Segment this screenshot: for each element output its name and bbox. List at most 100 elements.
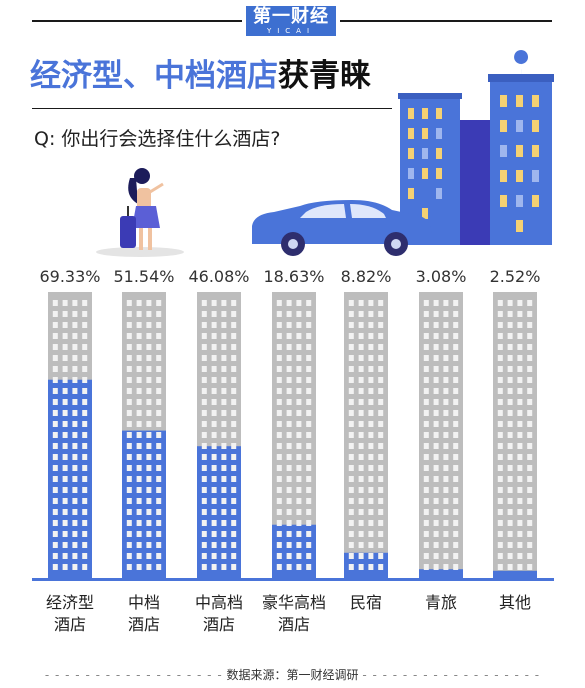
bar-window <box>62 553 68 559</box>
bar-window <box>156 355 162 361</box>
bar-window <box>296 487 302 493</box>
bar-window <box>136 476 142 482</box>
bar-window <box>136 300 142 306</box>
bar-window <box>211 564 217 570</box>
bar-window <box>443 344 449 350</box>
bar-window <box>231 542 237 548</box>
bar-window <box>146 454 152 460</box>
bar-window <box>507 366 513 372</box>
bar-window <box>126 476 132 482</box>
bar-window <box>378 564 384 570</box>
bar-window <box>72 443 78 449</box>
bar-window <box>52 476 58 482</box>
bar-window <box>497 476 503 482</box>
bar-window <box>527 432 533 438</box>
bar-window <box>72 388 78 394</box>
bar-window <box>126 300 132 306</box>
bar-window <box>136 509 142 515</box>
bar-window <box>156 542 162 548</box>
bar-window <box>517 388 523 394</box>
bar-window <box>527 366 533 372</box>
bar-window <box>443 388 449 394</box>
bar-window <box>306 432 312 438</box>
top-rule-left <box>32 20 242 22</box>
bar-window <box>517 300 523 306</box>
bar-window <box>52 553 58 559</box>
bar-window <box>368 311 374 317</box>
bar-window <box>348 553 354 559</box>
bar-window <box>286 487 292 493</box>
bar-window <box>368 443 374 449</box>
bar-window <box>306 443 312 449</box>
bar-window <box>368 421 374 427</box>
yicai-logo: 第一财经 YICAI <box>246 6 336 36</box>
bar-window <box>507 520 513 526</box>
bar-window <box>423 509 429 515</box>
bar-window <box>211 465 217 471</box>
bar-window <box>156 454 162 460</box>
bar-window <box>231 421 237 427</box>
bar-window <box>378 553 384 559</box>
bar <box>419 569 463 578</box>
bar-window <box>348 476 354 482</box>
bar-window <box>348 564 354 570</box>
bar-window <box>443 487 449 493</box>
bar-window <box>348 388 354 394</box>
bar-window <box>358 311 364 317</box>
bar-window <box>497 366 503 372</box>
bar-window <box>368 410 374 416</box>
bar-window <box>82 355 88 361</box>
bar-window <box>72 399 78 405</box>
bar-window <box>306 388 312 394</box>
bar-window <box>82 322 88 328</box>
bar-window <box>231 355 237 361</box>
bar-window <box>231 520 237 526</box>
bar-window <box>62 542 68 548</box>
bar-window <box>62 410 68 416</box>
bar-window <box>296 509 302 515</box>
bar-window <box>72 487 78 493</box>
bar-window <box>517 322 523 328</box>
bar-window <box>507 564 513 570</box>
bar-window <box>306 399 312 405</box>
bar-window <box>453 487 459 493</box>
bar-window <box>52 498 58 504</box>
bar-window <box>453 465 459 471</box>
category-label: 中档 <box>128 593 160 612</box>
bar-window <box>201 399 207 405</box>
bar-window <box>497 509 503 515</box>
bar-window <box>136 454 142 460</box>
bar-window <box>296 542 302 548</box>
bar-window <box>378 355 384 361</box>
bar-window <box>52 509 58 515</box>
bar-window <box>126 311 132 317</box>
bar-window <box>378 322 384 328</box>
bar-window <box>358 421 364 427</box>
bar-window <box>136 520 142 526</box>
bar-window <box>146 443 152 449</box>
bar-window <box>72 311 78 317</box>
bar-window <box>82 553 88 559</box>
bar-window <box>358 542 364 548</box>
bar-window <box>156 520 162 526</box>
bar-window <box>358 564 364 570</box>
bar-window <box>146 421 152 427</box>
bar-window <box>146 498 152 504</box>
bar-window <box>433 432 439 438</box>
bar-window <box>52 300 58 306</box>
bar-window <box>72 421 78 427</box>
bar-window <box>126 553 132 559</box>
bar-window <box>423 311 429 317</box>
bar-window <box>62 531 68 537</box>
bar-window <box>201 333 207 339</box>
bar-window <box>276 520 282 526</box>
bar-window <box>136 443 142 449</box>
bar-window <box>156 476 162 482</box>
bar-window <box>358 322 364 328</box>
bar-window <box>146 553 152 559</box>
bar-window <box>276 388 282 394</box>
bar-window <box>62 377 68 383</box>
bar-window <box>211 399 217 405</box>
bar-window <box>62 509 68 515</box>
